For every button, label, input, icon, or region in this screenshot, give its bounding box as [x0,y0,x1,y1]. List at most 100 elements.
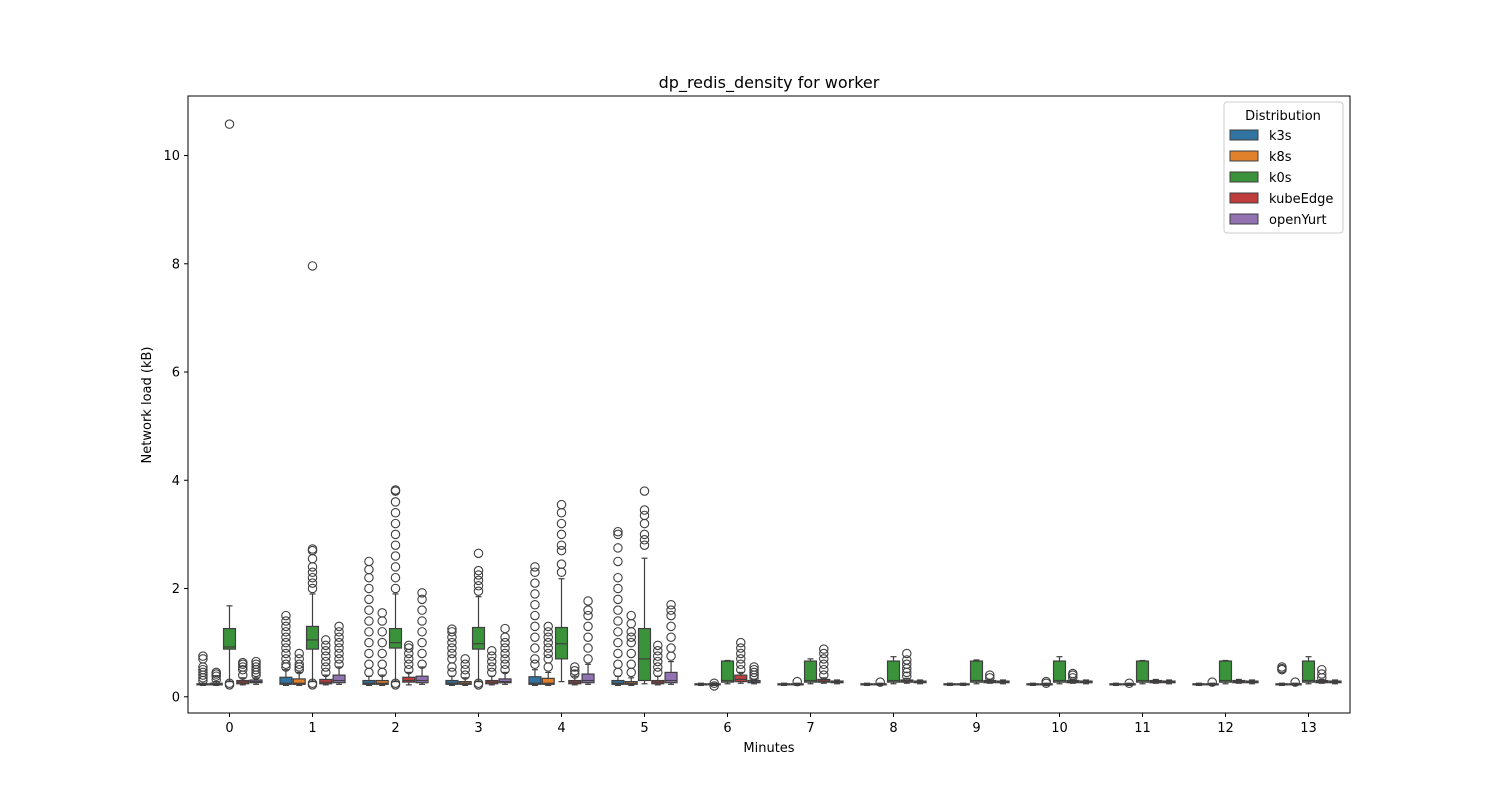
outlier-point [364,605,374,615]
outlier-point [281,643,291,653]
box-k0s-7 [803,658,818,685]
outlier-point [613,543,623,553]
outlier-point [653,656,663,667]
box-k0s-10 [1052,656,1067,685]
outlier-point [709,681,719,691]
y-tick-label: 0 [172,690,180,705]
legend-swatch-k3s [1229,129,1259,141]
outlier-point [613,667,623,678]
outlier-point [530,654,540,664]
outlier-point [321,667,331,678]
outlier-point [819,654,829,664]
y-tick-label: 8 [172,257,180,272]
outlier-point [198,667,208,678]
outlier-point [749,667,759,678]
outlier-point [583,610,593,621]
outlier-point [364,627,374,637]
box-k8s-2 [375,608,389,686]
outlier-point [666,605,676,615]
outlier-point [530,600,540,610]
outlier-point [875,677,885,687]
outlier-point [377,648,387,659]
y-tick-label: 2 [172,582,180,597]
outlier-point [364,659,374,670]
box-kubeEdge-2 [402,640,416,686]
outlier-point [390,583,401,594]
outlier-point [307,544,318,554]
box-k8s-10 [1039,676,1053,688]
outlier-point [334,637,344,648]
box-k8s-7 [790,676,804,687]
box-openYurt-5 [664,600,678,685]
outlier-point [556,540,567,550]
box-k8s-4 [541,621,555,686]
outlier-point [198,651,208,661]
box-k3s-3 [445,624,459,686]
outlier-point [473,548,484,559]
outlier-point [570,662,580,672]
outlier-point [819,644,829,654]
box-iqr [541,677,555,685]
outlier-point [307,567,318,578]
outlier-point [543,643,553,653]
outlier-point [294,659,304,670]
outlier-point [819,659,829,670]
outlier-point [556,545,567,556]
outlier-point [530,567,540,578]
outlier-point [736,637,746,648]
outlier-point [334,654,344,664]
outlier-point [294,654,304,664]
box-openYurt-4 [581,596,595,685]
legend-label-openYurt: openYurt [1269,213,1327,228]
outlier-point [500,659,510,670]
box-k0s-12 [1218,659,1233,685]
box-k8s-12 [1205,677,1219,687]
legend-title: Distribution [1245,109,1321,124]
box-kubeEdge-5 [651,640,665,686]
box-iqr [279,676,293,685]
outlier-point [500,664,510,675]
outlier-point [281,654,291,664]
outlier-point [736,664,746,675]
outlier-point [460,664,470,675]
outlier-point [251,656,261,667]
box-iqr [362,679,376,685]
outlier-point [321,646,331,656]
outlier-point [294,648,304,659]
box-k0s-9 [969,659,984,685]
box-k3s-2 [362,556,376,686]
box-iqr [471,626,486,650]
outlier-point [473,586,484,596]
outlier-point [281,627,291,637]
box-iqr [375,679,389,685]
x-tick-label: 2 [391,721,399,736]
outlier-point [364,667,374,678]
outlier-point [377,637,387,648]
box-k8s-8 [873,677,887,687]
outlier-point [613,529,623,540]
legend-swatch-openYurt [1229,213,1259,225]
outlier-point [307,572,318,583]
outlier-point [447,648,457,659]
outlier-point [530,562,540,572]
outlier-point [613,594,623,605]
outlier-point [985,673,995,683]
box-iqr [581,673,595,684]
outlier-point [736,654,746,664]
outlier-point [902,671,912,681]
outlier-point [417,605,427,615]
box-kubeEdge-10 [1066,668,1080,684]
box-iqr [637,627,652,682]
box-iqr [415,675,429,684]
outlier-point [321,635,331,645]
outlier-point [653,646,663,656]
outlier-point [404,664,414,675]
series-kubeEdge [236,635,1329,686]
outlier-point [653,667,663,678]
outlier-point [334,648,344,659]
outlier-point [334,659,344,670]
box-k0s-1 [305,261,320,690]
outlier-point [583,643,593,653]
box-openYurt-3 [498,623,512,685]
